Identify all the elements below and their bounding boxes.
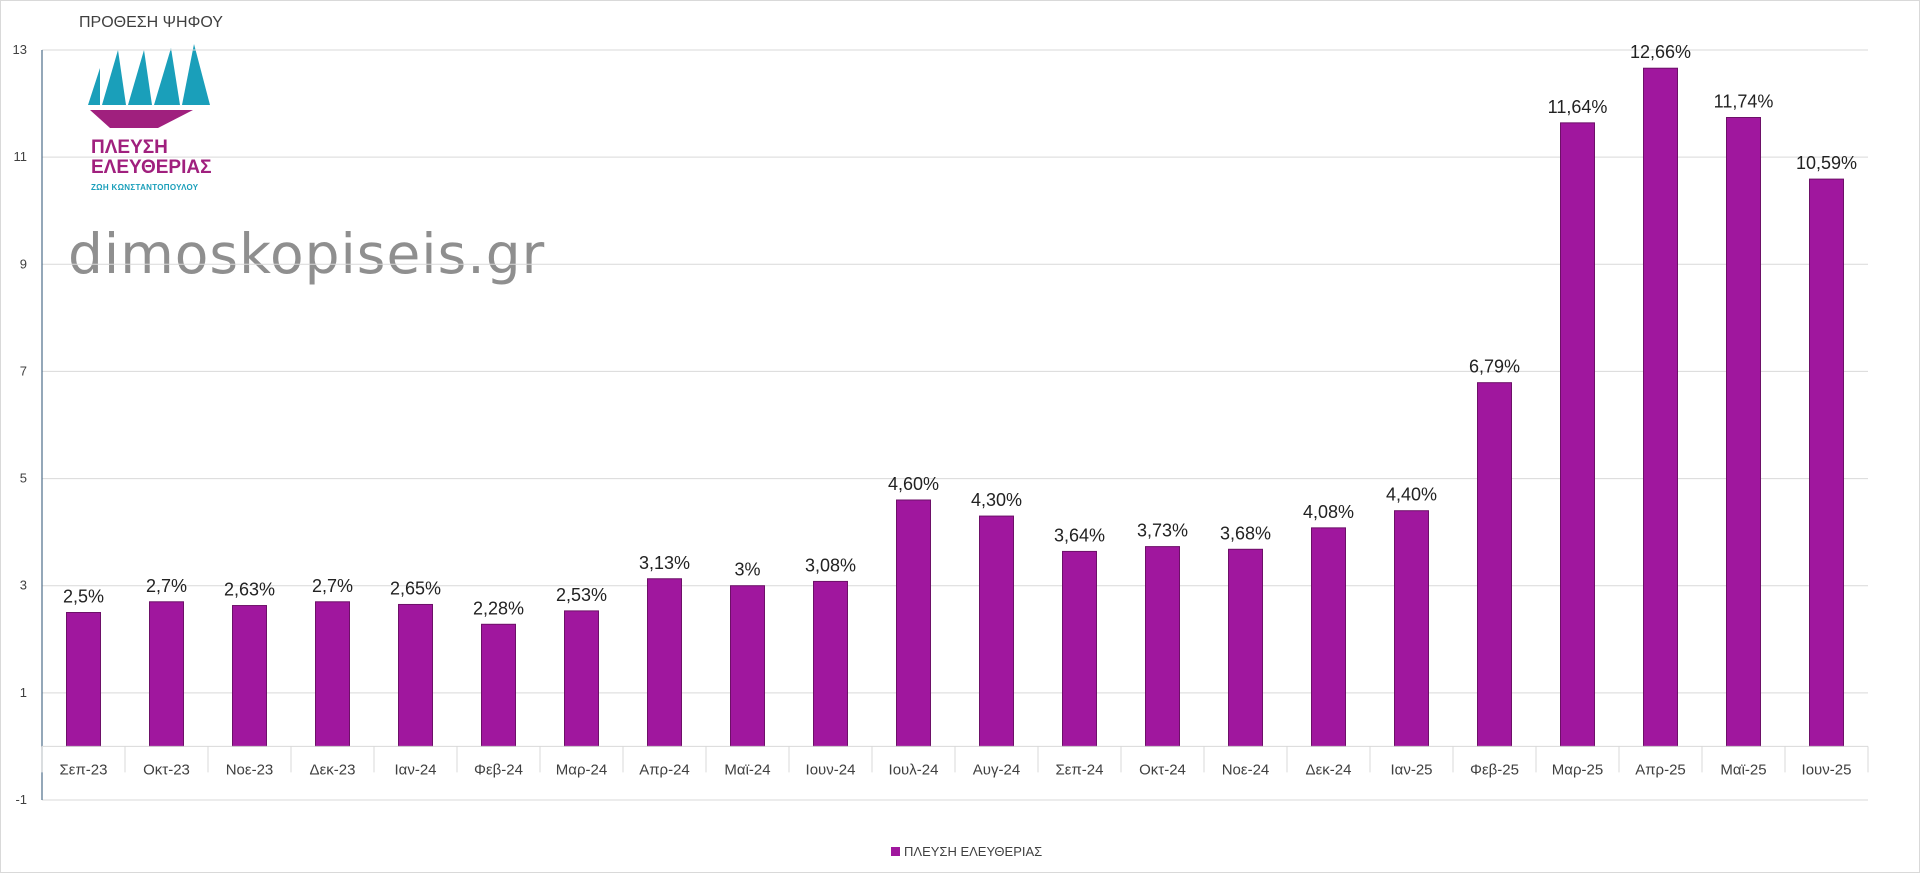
data-label: 3,73% <box>1137 521 1188 541</box>
logo-subtitle: ΖΩΗ ΚΩΝΣΤΑΝΤΟΠΟΥΛΟΥ <box>91 183 199 192</box>
category-label: Σεπ-24 <box>1056 761 1104 778</box>
data-label: 3,08% <box>805 555 856 575</box>
category-label: Νοε-23 <box>226 761 274 778</box>
category-label: Δεκ-24 <box>1306 761 1352 778</box>
y-tick-label: -1 <box>15 792 27 807</box>
data-label: 12,66% <box>1630 42 1691 62</box>
bar <box>232 605 267 747</box>
logo-line-1: ΠΛΕΥΣΗ <box>91 137 168 158</box>
axis-layer: 13 11 9 7 5 3 1 -1 Σεπ-23 Οκτ-23 Νοε-23 Δεκ-23 Ιαν-2… <box>13 42 1869 807</box>
y-tick-label: 5 <box>20 471 27 486</box>
data-label: 6,79% <box>1469 357 1520 377</box>
data-label: 4,30% <box>971 490 1022 510</box>
data-label: 2,5% <box>63 587 104 607</box>
bar <box>1726 117 1761 747</box>
category-label: Νοε-24 <box>1222 761 1270 778</box>
data-label: 4,60% <box>888 474 939 494</box>
bar <box>564 610 599 747</box>
bar <box>730 585 765 747</box>
category-label: Μαϊ-24 <box>724 761 770 778</box>
y-tick-label: 1 <box>20 685 27 700</box>
data-label: 11,64% <box>1548 97 1608 117</box>
category-label: Οκτ-24 <box>1139 761 1186 778</box>
y-tick-label: 9 <box>20 256 27 271</box>
category-label: Ιαν-24 <box>394 761 436 778</box>
category-label: Απρ-24 <box>639 761 690 778</box>
bar <box>1394 510 1429 747</box>
bars-layer <box>66 67 1844 747</box>
category-label: Φεβ-24 <box>474 761 523 778</box>
data-label: 2,28% <box>473 598 524 618</box>
bar <box>896 499 931 747</box>
logo-line-2: ΕΛΕΥΘΕΡΙΑΣ <box>91 157 212 178</box>
legend-swatch <box>891 847 900 856</box>
data-label: 3,13% <box>639 553 690 573</box>
data-labels-layer: 2,5% 2,7% 2,63% 2,7% 2,65% 2,28% 2,53% 3,13% 3% 3… <box>63 42 1857 618</box>
category-label: Αυγ-24 <box>973 761 1020 778</box>
data-label: 2,65% <box>390 578 441 598</box>
category-label: Μαϊ-25 <box>1720 761 1766 778</box>
category-label: Ιουν-25 <box>1802 761 1852 778</box>
data-label: 2,7% <box>146 576 187 596</box>
data-label: 4,40% <box>1386 485 1437 505</box>
bar <box>481 623 516 747</box>
category-label: Μαρ-25 <box>1552 761 1603 778</box>
category-label: Απρ-25 <box>1635 761 1686 778</box>
y-tick-label: 7 <box>20 363 27 378</box>
legend: ΠΛΕΥΣΗ ΕΛΕΥΘΕΡΙΑΣ <box>891 844 1042 859</box>
party-logo-icon <box>88 44 210 128</box>
bar <box>1560 122 1595 747</box>
watermark: dimoskopiseis.gr <box>68 222 546 286</box>
bar <box>1145 546 1180 747</box>
data-label: 3% <box>734 560 760 580</box>
category-label: Ιαν-25 <box>1390 761 1432 778</box>
bar <box>1809 178 1844 747</box>
category-label: Δεκ-23 <box>310 761 356 778</box>
chart-title: ΠΡΟΘΕΣΗ ΨΗΦΟΥ <box>79 14 223 31</box>
data-label: 3,68% <box>1220 523 1271 543</box>
y-tick-label: 13 <box>13 42 27 57</box>
category-label: Σεπ-23 <box>60 761 108 778</box>
data-label: 10,59% <box>1796 153 1857 173</box>
data-label: 3,64% <box>1054 525 1105 545</box>
bar <box>979 515 1014 747</box>
data-label: 11,74% <box>1714 92 1774 112</box>
bar <box>149 601 184 747</box>
bar <box>1477 382 1512 747</box>
category-label: Ιουλ-24 <box>889 761 939 778</box>
bar <box>315 601 350 747</box>
bar <box>1311 527 1346 747</box>
data-label: 2,53% <box>556 585 607 605</box>
bar <box>1228 548 1263 747</box>
bar <box>647 578 682 747</box>
data-label: 4,08% <box>1303 502 1354 522</box>
bar <box>1643 67 1678 747</box>
legend-label: ΠΛΕΥΣΗ ΕΛΕΥΘΕΡΙΑΣ <box>904 844 1043 859</box>
category-label: Φεβ-25 <box>1470 761 1519 778</box>
bar <box>66 612 101 747</box>
category-label: Μαρ-24 <box>556 761 607 778</box>
logo-wordmark: ΠΛΕΥΣΗ ΕΛΕΥΘΕΡΙΑΣ <box>91 138 212 178</box>
category-label: Ιουν-24 <box>806 761 856 778</box>
bar <box>398 603 433 747</box>
y-tick-label: 11 <box>14 149 28 164</box>
data-label: 2,7% <box>312 576 353 596</box>
category-label: Οκτ-23 <box>143 761 190 778</box>
bar <box>1062 550 1097 747</box>
bar <box>813 580 848 747</box>
y-tick-label: 3 <box>20 578 27 593</box>
data-label: 2,63% <box>224 580 275 600</box>
